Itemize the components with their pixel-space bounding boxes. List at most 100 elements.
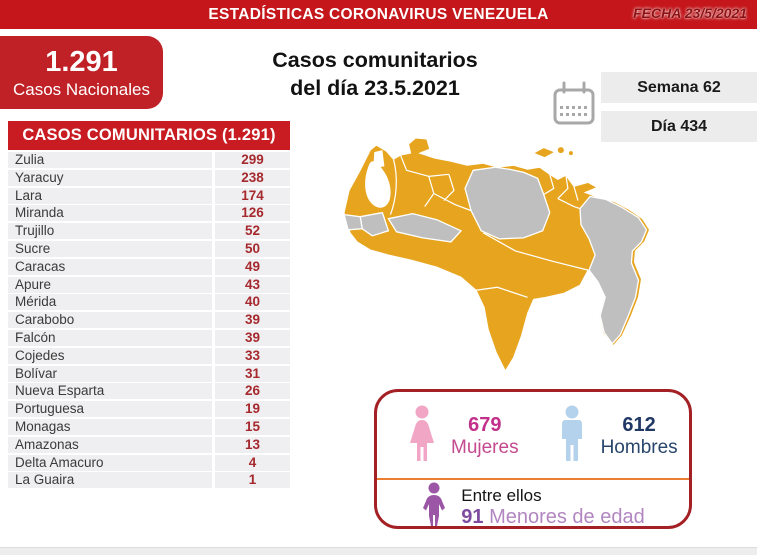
men-count: 612 xyxy=(622,414,656,436)
minors-row: Entre ellos 91 Menores de edad xyxy=(377,480,689,531)
table-row: Zulia 299 xyxy=(8,152,290,168)
table-row: Trujillo 52 xyxy=(8,223,290,240)
state-cases: 40 xyxy=(215,294,290,311)
state-cases: 52 xyxy=(215,223,290,240)
state-cases: 39 xyxy=(215,329,290,346)
minors-label: Menores de edad xyxy=(489,505,645,528)
state-cases: 174 xyxy=(215,187,290,204)
map-states-orange xyxy=(343,137,651,372)
table-row: Yaracuy 238 xyxy=(8,169,290,186)
table-row: Cojedes 33 xyxy=(8,347,290,364)
state-name: La Guaira xyxy=(8,472,212,489)
state-cases: 26 xyxy=(215,383,290,400)
state-cases: 13 xyxy=(215,436,290,453)
state-name: Trujillo xyxy=(8,223,212,240)
slide-bottom-edge xyxy=(0,547,757,555)
gender-summary-box: 679 Mujeres 612 Hombres xyxy=(374,389,692,529)
state-cases: 4 xyxy=(215,454,290,471)
map-lake-maracaibo xyxy=(365,161,391,208)
state-name: Amazonas xyxy=(8,436,212,453)
table-row: Amazonas 13 xyxy=(8,436,290,453)
state-name: Delta Amacuro xyxy=(8,454,212,471)
table-row: Bolívar 31 xyxy=(8,365,290,382)
date-label: FECHA 23/5/2021 xyxy=(633,5,747,21)
state-name: Lara xyxy=(8,187,212,204)
state-name: Monagas xyxy=(8,418,212,435)
state-name: Caracas xyxy=(8,258,212,275)
table-row: Nueva Esparta 26 xyxy=(8,383,290,400)
state-cases: 15 xyxy=(215,418,290,435)
state-cases: 238 xyxy=(215,169,290,186)
women-count: 679 xyxy=(468,414,502,436)
map-island-tiny xyxy=(568,151,573,156)
main-title-line1: Casos comunitarios xyxy=(272,48,478,72)
main-title: Casos comunitarios del día 23.5.2021 xyxy=(205,46,545,102)
day-badge: Día 434 xyxy=(601,111,757,142)
state-name: Sucre xyxy=(8,240,212,257)
national-cases-value: 1.291 xyxy=(45,45,118,78)
table-row: Miranda 126 xyxy=(8,205,290,222)
table-row: Lara 174 xyxy=(8,187,290,204)
minors-line: 91 Menores de edad xyxy=(461,506,644,529)
women-stat: 679 Mujeres xyxy=(451,413,519,459)
state-name: Bolívar xyxy=(8,365,212,382)
community-cases-table: CASOS COMUNITARIOS (1.291) Zulia 299 Yarac… xyxy=(8,121,290,490)
state-cases: 126 xyxy=(215,205,290,222)
state-name: Cojedes xyxy=(8,347,212,364)
state-cases: 33 xyxy=(215,347,290,364)
calendar-icon xyxy=(551,80,597,133)
table-row: Falcón 39 xyxy=(8,329,290,346)
map-island-margarita xyxy=(534,148,554,158)
table-row: Mérida 40 xyxy=(8,294,290,311)
orange-divider xyxy=(377,478,689,480)
state-name: Carabobo xyxy=(8,312,212,329)
table-row: Monagas 15 xyxy=(8,418,290,435)
women-label: Mujeres xyxy=(451,437,519,458)
gender-row: 679 Mujeres 612 Hombres xyxy=(377,392,689,474)
state-name: Miranda xyxy=(8,205,212,222)
men-label: Hombres xyxy=(600,437,678,458)
table-row: Sucre 50 xyxy=(8,240,290,257)
minors-text: Entre ellos 91 Menores de edad xyxy=(461,486,644,529)
state-cases: 1 xyxy=(215,472,290,489)
map-island-small xyxy=(557,147,564,154)
state-name: Apure xyxy=(8,276,212,293)
men-stat: 612 Hombres xyxy=(601,413,678,459)
national-cases-box: 1.291 Casos Nacionales xyxy=(0,36,163,109)
state-name: Mérida xyxy=(8,294,212,311)
table-rows: Zulia 299 Yaracuy 238 Lara 174 Miranda 126 Truji… xyxy=(8,152,290,489)
top-bar: ESTADÍSTICAS CORONAVIRUS VENEZUELA FECHA… xyxy=(0,0,757,29)
male-icon xyxy=(557,405,587,468)
map-states-gray-central xyxy=(464,166,551,240)
week-badge: Semana 62 xyxy=(601,72,757,103)
table-row: La Guaira 1 xyxy=(8,472,290,489)
minors-intro: Entre ellos xyxy=(461,485,542,505)
national-cases-label: Casos Nacionales xyxy=(12,79,150,99)
map-states-gray-southwest xyxy=(387,212,463,243)
state-cases: 39 xyxy=(215,312,290,329)
state-cases: 50 xyxy=(215,240,290,257)
venezuela-map xyxy=(336,136,704,383)
state-name: Falcón xyxy=(8,329,212,346)
table-header: CASOS COMUNITARIOS (1.291) xyxy=(8,121,290,150)
table-row: Delta Amacuro 4 xyxy=(8,454,290,471)
state-name: Zulia xyxy=(8,152,212,168)
table-row: Portuguesa 19 xyxy=(8,401,290,418)
table-row: Caracas 49 xyxy=(8,258,290,275)
state-cases: 49 xyxy=(215,258,290,275)
state-cases: 31 xyxy=(215,365,290,382)
table-row: Apure 43 xyxy=(8,276,290,293)
state-cases: 19 xyxy=(215,401,290,418)
page-title: ESTADÍSTICAS CORONAVIRUS VENEZUELA xyxy=(208,5,549,23)
state-cases: 43 xyxy=(215,276,290,293)
state-name: Nueva Esparta xyxy=(8,383,212,400)
child-icon xyxy=(421,482,447,533)
table-row: Carabobo 39 xyxy=(8,312,290,329)
state-name: Yaracuy xyxy=(8,169,212,186)
minors-count: 91 xyxy=(461,505,484,528)
state-cases: 299 xyxy=(215,152,290,168)
map-states-gray-east xyxy=(579,195,648,345)
female-icon xyxy=(407,405,437,468)
state-name: Portuguesa xyxy=(8,401,212,418)
